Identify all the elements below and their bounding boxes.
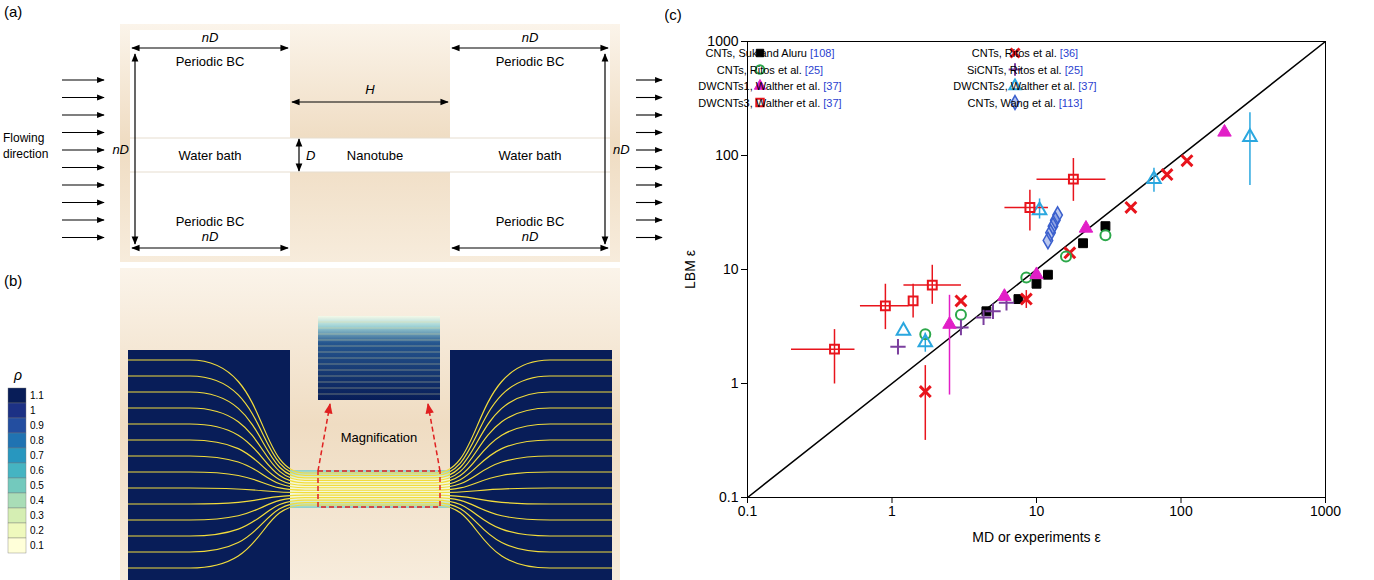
svg-text:1000: 1000	[1310, 503, 1341, 519]
svg-text:1: 1	[30, 405, 36, 416]
svg-text:1.1: 1.1	[30, 390, 44, 401]
svg-text:0.1: 0.1	[30, 540, 44, 551]
svg-text:Water bath: Water bath	[178, 148, 241, 163]
svg-text:DWCNTs2, Walther et al. [37]: DWCNTs2, Walther et al. [37]	[953, 80, 1096, 92]
svg-text:0.5: 0.5	[30, 480, 44, 491]
svg-text:0.1: 0.1	[719, 489, 739, 505]
svg-text:0.1: 0.1	[738, 503, 758, 519]
svg-text:0.9: 0.9	[30, 420, 44, 431]
svg-text:0.2: 0.2	[30, 525, 44, 536]
svg-text:10: 10	[1029, 503, 1045, 519]
svg-text:Periodic BC: Periodic BC	[496, 54, 565, 69]
svg-text:nD: nD	[202, 229, 219, 244]
svg-text:0.6: 0.6	[30, 465, 44, 476]
svg-text:CNTs, Wang et al. [113]: CNTs, Wang et al. [113]	[968, 97, 1083, 109]
svg-text:DWCNTs3, Walther et al. [37]: DWCNTs3, Walther et al. [37]	[698, 97, 841, 109]
svg-text:D: D	[306, 148, 315, 163]
svg-text:Water bath: Water bath	[498, 148, 561, 163]
svg-text:Periodic BC: Periodic BC	[496, 214, 565, 229]
svg-text:nD: nD	[112, 142, 129, 157]
svg-text:Periodic BC: Periodic BC	[176, 54, 245, 69]
svg-text:Flowingdirection: Flowingdirection	[3, 131, 48, 161]
svg-text:100: 100	[715, 147, 739, 163]
svg-text:0.7: 0.7	[30, 450, 44, 461]
svg-text:1000: 1000	[707, 33, 739, 49]
svg-text:Magnification: Magnification	[341, 430, 418, 445]
svg-text:Periodic BC: Periodic BC	[176, 214, 245, 229]
svg-text:DWCNTs1, Walther et al. [37]: DWCNTs1, Walther et al. [37]	[698, 80, 841, 92]
svg-text:H: H	[365, 82, 375, 97]
svg-text:(c): (c)	[665, 6, 682, 23]
svg-text:nD: nD	[202, 30, 219, 45]
svg-text:0.4: 0.4	[30, 495, 44, 506]
svg-text:(a): (a)	[4, 3, 22, 20]
svg-text:1: 1	[888, 503, 896, 519]
svg-text:100: 100	[1169, 503, 1193, 519]
svg-text:ρ: ρ	[13, 367, 22, 383]
svg-text:10: 10	[723, 261, 739, 277]
svg-text:CNTs, Suk and Aluru [108]: CNTs, Suk and Aluru [108]	[705, 47, 834, 59]
svg-text:Nanotube: Nanotube	[347, 148, 403, 163]
svg-text:nD: nD	[522, 229, 539, 244]
svg-text:MD or experiments ε: MD or experiments ε	[972, 529, 1100, 545]
svg-text:nD: nD	[522, 30, 539, 45]
svg-text:(b): (b)	[4, 272, 22, 289]
svg-text:0.3: 0.3	[30, 510, 44, 521]
svg-text:nD: nD	[613, 142, 630, 157]
svg-text:SiCNTs, Ritos et al. [25]: SiCNTs, Ritos et al. [25]	[967, 64, 1083, 76]
svg-text:CNTs, Ritos et al. [25]: CNTs, Ritos et al. [25]	[717, 64, 823, 76]
svg-text:0.8: 0.8	[30, 435, 44, 446]
svg-text:LBM ε: LBM ε	[682, 250, 698, 289]
svg-text:CNTs, Ritos et al. [36]: CNTs, Ritos et al. [36]	[972, 47, 1078, 59]
svg-text:1: 1	[731, 375, 739, 391]
